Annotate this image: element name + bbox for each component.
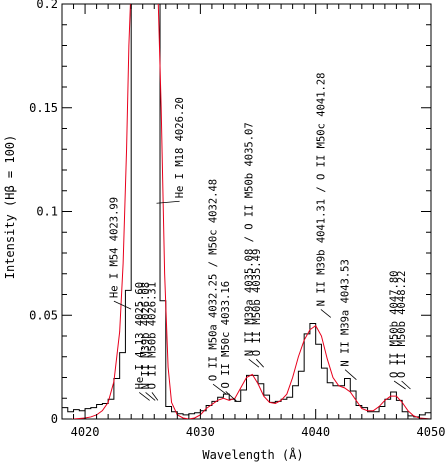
annotation-leader [401,380,411,390]
annotation-leader [256,358,264,368]
line-id-annotation: O II M50a 4032.25 / M50c 4032.48 [208,179,220,381]
model-fit-line [62,4,431,419]
y-tick-label: 0.15 [29,101,58,115]
y-tick-label: 0.2 [36,0,58,11]
y-tick-label: 0.05 [29,308,58,322]
annotation-leader [393,380,406,390]
x-axis-label: Wavelength (Å) [202,447,303,462]
annotation-leader [344,369,357,380]
line-id-annotation: N II M39b 4026.08 [140,282,152,389]
line-id-annotation: O II M50b 4047.80 [389,271,401,378]
annotation-leader [212,383,227,395]
y-tick-label: 0 [51,412,58,426]
line-id-annotation: O II M50b 4035.49 [251,249,263,356]
annotation-leader [145,392,156,401]
line-id-annotation: N II M39a 4043.53 [340,259,352,366]
observed-spectrum-line [62,4,431,418]
annotation-leader [113,300,132,310]
y-axis-label: Intensity (Hβ = 100) [3,135,17,280]
annotation-leader [248,358,260,368]
line-id-annotation: N II M39a 4035.08 / O II M50b 4035.07 [243,122,255,356]
annotation-leader [139,392,150,401]
line-id-annotation: O II M50b 4026.31 [146,282,158,389]
line-id-annotation: N II M39b 4041.31 / O II M50c 4041.28 [315,72,327,306]
annotation-leader [225,391,238,402]
annotation-leader [151,392,159,401]
x-tick-label: 4040 [301,425,330,439]
x-tick-label: 4020 [71,425,100,439]
annotation-leader [156,200,180,204]
line-id-annotation: O II M50c 4033.16 [220,281,232,388]
annotation-leader [320,309,332,318]
x-tick-label: 4050 [417,425,446,439]
line-id-annotation: O II M50b 4048.22 [396,271,408,378]
line-id-annotation: He I M54 4023.99 [108,197,120,298]
x-tick-label: 4030 [186,425,215,439]
line-id-annotation: He I M18 4026.20 [174,97,186,198]
y-tick-label: 0.1 [36,205,58,219]
line-id-annotation: He I 4.13 4025.60 [134,282,146,389]
